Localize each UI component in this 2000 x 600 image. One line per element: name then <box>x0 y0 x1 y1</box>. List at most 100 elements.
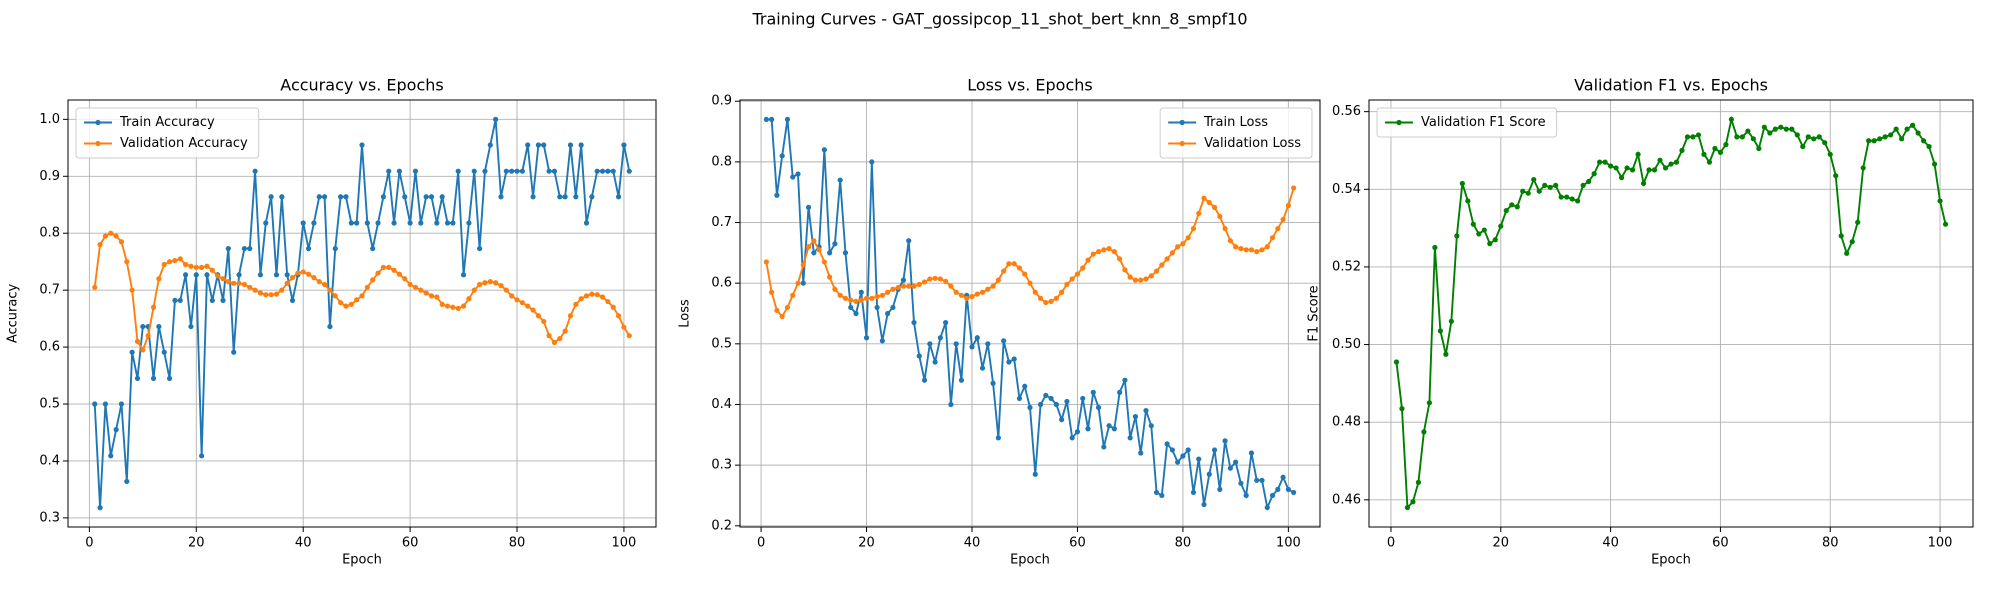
data-point <box>1492 237 1498 243</box>
data-point <box>108 453 114 459</box>
data-point <box>1437 328 1443 334</box>
data-point <box>1106 246 1112 252</box>
data-point <box>900 277 907 283</box>
data-point <box>853 298 859 304</box>
y-tick-label: 0.50 <box>1332 337 1361 352</box>
data-point <box>1673 159 1680 165</box>
data-point <box>626 168 632 174</box>
data-point <box>1783 126 1789 132</box>
data-point <box>1564 194 1570 200</box>
data-point <box>348 220 354 226</box>
data-point <box>231 349 237 355</box>
data-point <box>615 194 622 200</box>
data-point <box>471 287 477 293</box>
data-point <box>1190 225 1197 232</box>
data-point <box>257 272 264 278</box>
data-point <box>1269 235 1276 241</box>
data-point <box>1679 147 1685 154</box>
data-point <box>193 264 199 270</box>
data-point <box>1027 280 1033 286</box>
data-point <box>1064 398 1070 405</box>
data-point <box>1016 395 1023 402</box>
data-point <box>1454 233 1460 239</box>
data-point <box>92 401 98 407</box>
data-point <box>599 168 606 174</box>
data-point <box>380 264 386 270</box>
data-point <box>1138 277 1144 283</box>
data-point <box>225 245 231 252</box>
data-point <box>1264 244 1270 250</box>
data-point <box>241 281 247 288</box>
data-point <box>1520 188 1526 194</box>
data-point <box>869 159 875 165</box>
data-point <box>1064 281 1070 287</box>
data-point <box>1185 447 1191 453</box>
data-point <box>557 335 563 342</box>
x-tick-label: 80 <box>509 536 526 551</box>
data-point <box>1043 299 1049 306</box>
data-point <box>1280 474 1286 480</box>
data-point <box>1111 426 1117 432</box>
data-point <box>927 341 933 347</box>
data-point <box>1153 489 1160 496</box>
data-point <box>1613 165 1619 171</box>
x-axis-label: Epoch <box>1651 553 1691 568</box>
data-point <box>774 192 780 198</box>
data-point <box>974 291 980 297</box>
data-point <box>92 284 98 290</box>
legend-label: Validation Accuracy <box>120 136 248 151</box>
data-point <box>626 333 632 339</box>
data-point <box>1238 480 1244 486</box>
data-point <box>1915 130 1921 136</box>
data-point <box>1180 453 1186 459</box>
legend: Train Accuracy Validation Accuracy <box>75 107 260 159</box>
data-point <box>477 281 483 288</box>
data-point <box>795 171 801 177</box>
data-point <box>1415 479 1422 485</box>
data-point <box>805 244 812 250</box>
data-point <box>241 245 247 252</box>
data-point <box>412 284 419 290</box>
data-point <box>1410 499 1416 505</box>
data-point <box>108 230 114 236</box>
data-point <box>551 339 558 346</box>
data-point <box>1122 377 1128 383</box>
data-point <box>827 250 833 256</box>
data-point <box>990 283 996 289</box>
data-point <box>482 168 488 174</box>
x-tick-label: 20 <box>1493 536 1510 551</box>
y-tick-label: 0.9 <box>39 169 60 184</box>
x-tick-label: 40 <box>964 536 981 551</box>
x-tick-label: 0 <box>1387 536 1395 551</box>
data-point <box>1037 401 1044 408</box>
data-point <box>1222 225 1228 232</box>
data-point <box>263 220 269 226</box>
data-point <box>1503 208 1509 214</box>
data-point <box>1222 438 1228 444</box>
data-point <box>1095 404 1102 411</box>
data-point <box>327 323 333 330</box>
data-point <box>784 116 791 123</box>
subplot-title: Accuracy vs. Epochs <box>280 76 443 95</box>
x-tick-label: 100 <box>1928 536 1953 551</box>
data-point <box>364 220 370 226</box>
data-point <box>1275 486 1281 492</box>
data-point <box>541 318 547 325</box>
data-point <box>247 245 253 252</box>
data-point <box>1838 233 1844 239</box>
data-point <box>177 256 183 262</box>
data-point <box>439 194 445 200</box>
legend: Train Loss Validation Loss <box>1159 107 1313 159</box>
y-axis-label: Accuracy <box>6 284 21 344</box>
data-point <box>391 220 397 226</box>
x-tick-label: 60 <box>1712 536 1729 551</box>
data-point <box>1101 444 1107 450</box>
data-point <box>1827 151 1833 157</box>
data-point <box>509 293 515 299</box>
data-point <box>848 304 854 311</box>
legend-marker <box>1179 140 1185 147</box>
data-point <box>995 277 1001 283</box>
data-point <box>348 301 354 307</box>
y-tick-label: 0.7 <box>39 283 60 298</box>
